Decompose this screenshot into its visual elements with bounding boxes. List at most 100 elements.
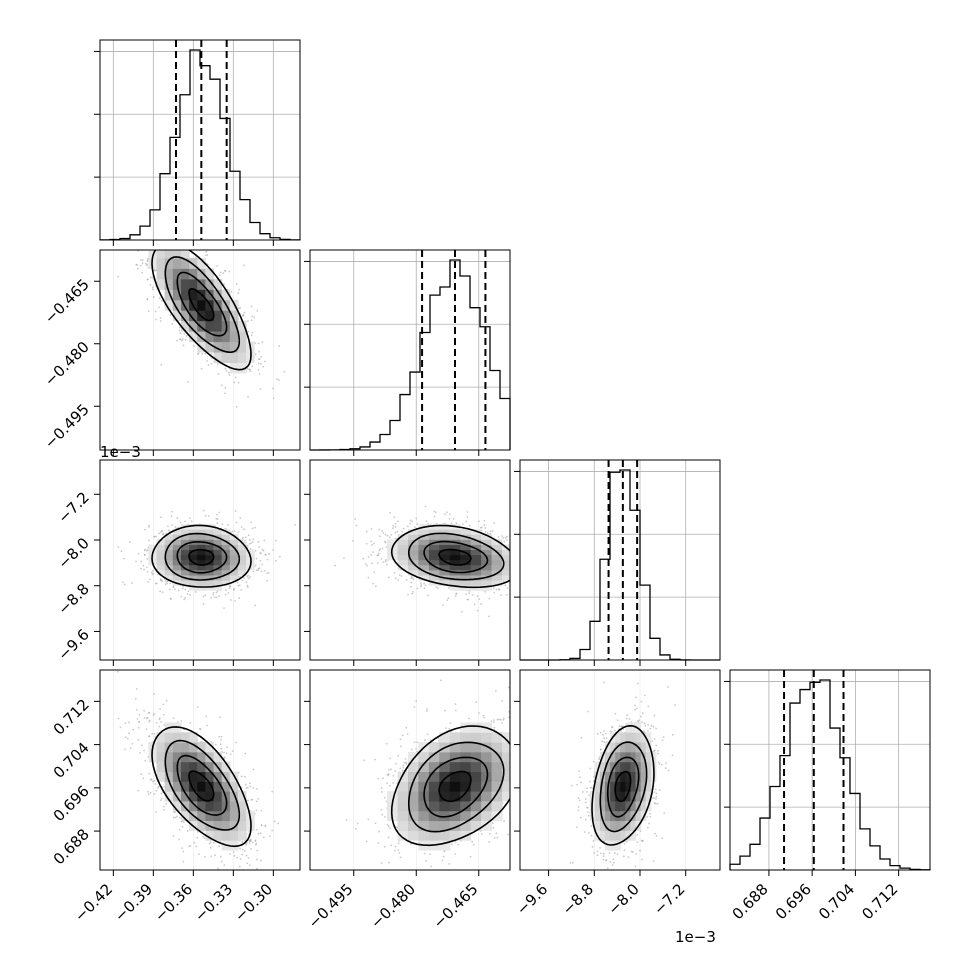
sample-point [237,292,240,295]
sample-point [518,536,520,538]
sample-point [522,582,524,584]
sample-point [149,276,152,279]
sample-point [228,374,231,377]
sample-point [146,549,148,552]
density-cell [189,534,198,540]
sample-point [253,316,256,319]
sample-point [539,588,541,590]
density-cell [213,539,223,545]
sample-point [365,530,368,533]
sample-point [518,560,520,562]
density-cell [156,559,166,566]
sample-point [263,569,266,572]
density-cell [460,559,472,566]
density-cell [502,569,510,576]
sample-point [410,575,413,578]
sample-point [377,552,380,555]
sample-point [172,247,174,249]
sample-point [151,286,154,289]
sample-point [224,593,227,596]
sample-point [217,373,220,376]
density-cell [407,564,419,571]
sample-point [390,533,393,536]
density-cell [164,539,174,545]
sample-point [257,540,260,543]
histogram-2 [520,469,720,661]
sample-point [258,350,260,353]
sample-point [169,597,172,600]
sample-point [237,584,240,587]
y-tick-label: −0.495 [41,400,93,452]
sample-point [153,535,156,538]
sample-point [238,597,241,600]
density-cell [156,564,166,571]
sample-point [184,338,187,341]
sample-point [131,742,134,745]
density-cell [418,574,430,581]
density-cell [237,564,247,571]
sample-point [149,230,151,232]
sample-point [217,867,219,870]
sample-point [409,522,412,525]
sample-point [228,371,230,374]
density-cell [221,341,231,353]
sample-point [219,271,222,274]
sample-point [435,522,438,525]
density-cell [213,529,223,535]
density-cell [491,559,503,566]
sample-point [400,575,403,577]
density-cell [213,331,223,343]
sample-point [258,546,261,548]
sample-point [140,259,142,262]
sample-point [410,585,412,588]
sample-point [216,265,219,267]
sample-point [165,247,167,249]
density-cell [205,574,215,581]
sample-point [149,284,152,286]
density-cell [189,268,198,280]
panel-frame [309,249,511,451]
contour-2 [164,256,241,354]
sample-point [504,584,507,587]
sample-point [365,542,368,545]
sample-point [233,855,236,857]
sample-point [452,518,455,520]
density-cell [418,534,430,540]
sample-point [130,582,133,584]
sample-point [204,855,206,858]
density-cell [428,569,440,576]
sample-point [259,388,262,391]
sample-point [447,597,450,599]
density-cell [397,564,409,571]
sample-point [204,594,207,597]
sample-point [146,216,148,218]
sample-point [132,246,134,248]
sample-point [467,598,470,601]
density-cell [428,534,440,540]
sample-point [378,535,381,538]
density-cell [246,549,255,556]
density-cell [481,544,493,551]
sample-point [170,524,173,526]
density-cell [213,341,223,353]
sample-point [480,603,482,605]
sample-point [140,567,142,570]
sample-point [213,524,216,527]
sample-point [416,587,419,590]
sample-point [364,563,367,565]
sample-point [147,310,150,313]
sample-point [225,589,227,592]
sample-point [367,576,370,579]
density-cell [397,559,409,566]
sample-point [495,588,498,591]
density-cell [180,289,190,301]
sample-point [197,243,199,245]
sample-point [168,232,170,234]
sample-point [166,241,168,243]
sample-point [247,574,250,577]
sample-point [233,381,236,384]
density-cell [418,554,430,561]
sample-point [143,554,146,556]
sample-point [258,372,261,375]
density-cell [237,341,247,353]
